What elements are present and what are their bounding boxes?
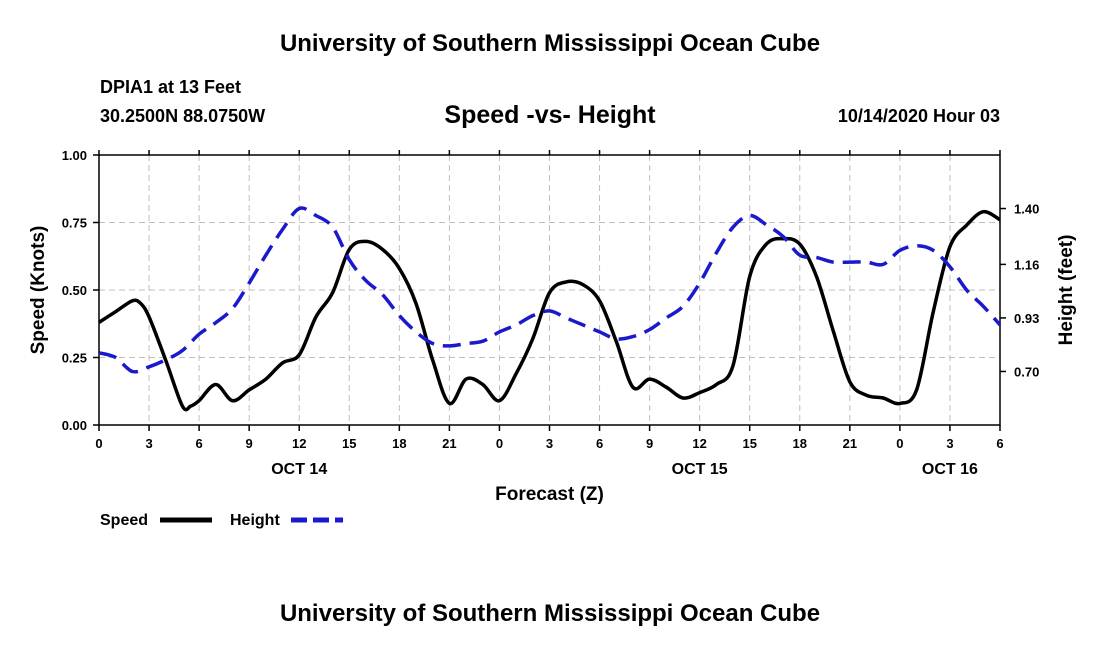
- y-right-tick-label: 0.70: [1014, 364, 1039, 379]
- x-tick-label: 15: [742, 436, 756, 451]
- y-left-tick-label: 0.50: [62, 283, 87, 298]
- y-left-tick-label: 0.75: [62, 216, 87, 231]
- x-tick-label: 21: [843, 436, 857, 451]
- x-tick-label: 3: [546, 436, 553, 451]
- x-tick-label: 0: [496, 436, 503, 451]
- x-tick-label: 9: [246, 436, 253, 451]
- plot-frame: [98, 154, 1001, 426]
- coordinates-label: 30.2500N 88.0750W: [100, 106, 266, 126]
- x-tick-label: 12: [292, 436, 306, 451]
- x-tick-label: 15: [342, 436, 356, 451]
- y-left-axis-title: Speed (Knots): [28, 226, 49, 355]
- y-right-tick-label: 1.40: [1014, 202, 1039, 217]
- day-label: OCT 14: [271, 461, 327, 478]
- station-label: DPIA1 at 13 Feet: [100, 77, 242, 97]
- y-left-tick-label: 1.00: [62, 148, 87, 163]
- x-axis-title: Forecast (Z): [495, 484, 604, 505]
- x-tick-label: 3: [145, 436, 152, 451]
- y-left-tick-label: 0.25: [62, 351, 87, 366]
- x-tick-label: 0: [95, 436, 102, 451]
- x-tick-label: 21: [442, 436, 456, 451]
- y-left-tick-label: 0.00: [62, 418, 87, 433]
- x-tick-label: 6: [996, 436, 1003, 451]
- x-tick-label: 6: [596, 436, 603, 451]
- y-right-tick-label: 0.93: [1014, 311, 1039, 326]
- chart-title: Speed -vs- Height: [444, 101, 656, 129]
- day-label: OCT 16: [922, 461, 978, 478]
- x-tick-label: 6: [195, 436, 202, 451]
- legend-label-speed: Speed: [100, 512, 148, 529]
- bottom-title: University of Southern Mississippi Ocean…: [279, 600, 821, 627]
- timestamp-label: 10/14/2020 Hour 03: [837, 106, 1000, 126]
- y-right-tick-label: 1.16: [1014, 257, 1039, 272]
- top-title: University of Southern Mississippi Ocean…: [279, 30, 821, 57]
- x-tick-label: 3: [946, 436, 953, 451]
- x-tick-label: 0: [896, 436, 903, 451]
- y-right-axis-title: Height (feet): [1056, 235, 1077, 346]
- height-series-line: [98, 206, 1002, 374]
- x-tick-label: 18: [793, 436, 807, 451]
- x-tick-label: 12: [692, 436, 706, 451]
- day-label: OCT 15: [672, 461, 728, 478]
- speed-series-line: [98, 209, 1001, 412]
- x-tick-label: 18: [392, 436, 406, 451]
- x-tick-label: 9: [646, 436, 653, 451]
- legend-label-height: Height: [230, 512, 280, 529]
